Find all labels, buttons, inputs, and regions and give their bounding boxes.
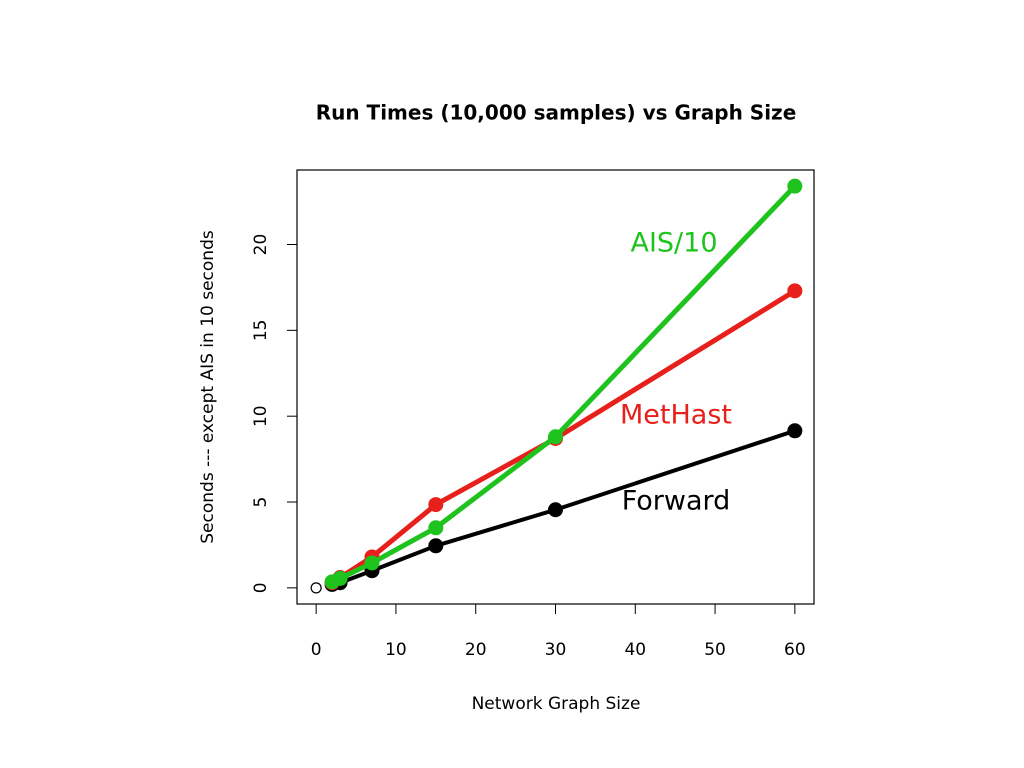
series-point [428,520,444,536]
x-tick-label: 50 [704,640,726,660]
open-point [310,582,322,594]
x-tick-label: 10 [385,640,407,660]
x-tick-label: 20 [465,640,487,660]
y-tick-label: 10 [251,405,271,427]
series-point [787,178,803,194]
series-label: AIS/10 [630,228,717,259]
series-label: Forward [622,486,731,517]
x-tick-label: 0 [311,640,322,660]
x-tick-label: 30 [545,640,567,660]
y-tick-label: 5 [251,497,271,508]
series-point [428,538,444,554]
series-point [787,283,803,299]
series-label: MetHast [620,400,732,431]
series-point [787,423,803,439]
series-point [332,570,348,586]
x-tick-label: 40 [624,640,646,660]
x-tick-label: 60 [784,640,806,660]
series-point [364,555,380,571]
series-point [548,429,563,445]
y-axis-label: Seconds --- except AIS in 10 seconds [198,230,218,544]
chart-title: Run Times (10,000 samples) vs Graph Size [316,101,797,125]
series-point [548,502,563,518]
x-axis-label: Network Graph Size [472,694,641,714]
series-point [428,497,444,513]
y-tick-label: 15 [251,320,271,342]
y-tick-label: 0 [251,582,271,593]
y-tick-label: 20 [251,234,271,256]
